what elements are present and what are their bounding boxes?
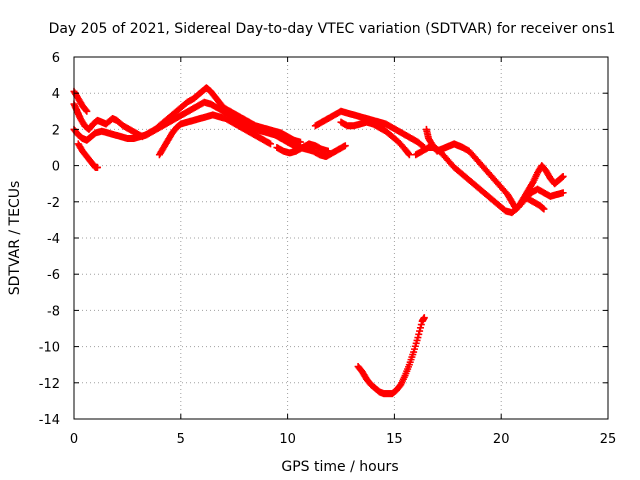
- x-tick-label: 10: [279, 432, 296, 447]
- x-tick-label: 5: [177, 432, 185, 447]
- grid-lines: [74, 57, 608, 419]
- y-tick-label: -8: [47, 304, 60, 319]
- x-tick-label: 25: [600, 432, 617, 447]
- data-point: [405, 151, 413, 159]
- data-point: [93, 163, 101, 171]
- series-sat-track-g: [311, 107, 428, 151]
- data-point: [559, 189, 567, 197]
- y-tick-label: -12: [39, 377, 60, 392]
- y-tick-label: -10: [39, 341, 60, 356]
- data-point: [404, 150, 412, 158]
- y-tick-label: -6: [47, 268, 60, 283]
- data-point: [540, 205, 548, 213]
- x-axis-label: GPS time / hours: [281, 459, 398, 475]
- data-point: [559, 172, 567, 180]
- y-tick-label: 4: [52, 87, 60, 102]
- y-tick-label: 0: [52, 160, 60, 175]
- data-points: [70, 84, 567, 398]
- data-point: [415, 330, 423, 338]
- series-sat-track-f: [273, 140, 332, 157]
- data-point: [341, 142, 349, 150]
- series-sat-track-k: [523, 194, 548, 213]
- axis-ticks: 0 5 10 15 20 25 -14 -12 -10 -8 -6 -4 -2 0 2 4 6: [39, 51, 617, 447]
- series-sat-track-l: [354, 314, 428, 398]
- series-sat-track-h: [337, 118, 413, 159]
- data-point: [420, 314, 428, 322]
- x-tick-label: 15: [386, 432, 403, 447]
- y-tick-label: -2: [47, 196, 60, 211]
- data-point: [82, 106, 90, 114]
- series-sat-track-e: [155, 111, 275, 159]
- chart-title: Day 205 of 2021, Sidereal Day-to-day VTE…: [49, 21, 616, 37]
- y-tick-label: -4: [47, 232, 60, 247]
- data-point: [416, 324, 424, 332]
- series-sat-track-b: [70, 98, 349, 161]
- series-sat-track-j: [412, 144, 567, 217]
- data-point: [267, 140, 275, 148]
- x-tick-label: 20: [493, 432, 510, 447]
- y-tick-label: 6: [52, 51, 60, 66]
- y-tick-label: 2: [52, 123, 60, 138]
- series-sat-track-c: [74, 140, 101, 171]
- data-point: [324, 147, 332, 155]
- y-axis-label: SDTVAR / TECUs: [7, 181, 23, 296]
- data-point: [416, 327, 424, 335]
- data-point: [83, 107, 91, 115]
- data-point: [414, 334, 422, 342]
- data-point: [417, 321, 425, 329]
- x-tick-label: 0: [70, 432, 78, 447]
- y-tick-label: -14: [39, 413, 60, 428]
